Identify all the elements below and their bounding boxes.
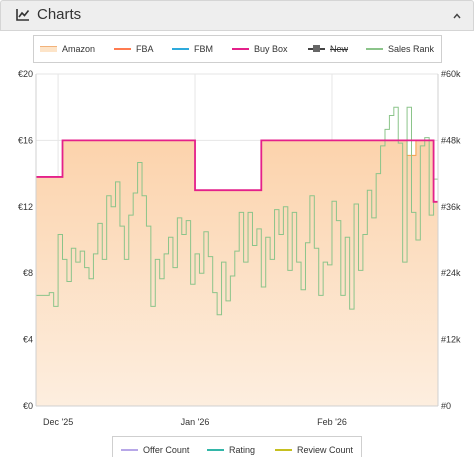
y-left-tick-label: €16 xyxy=(18,135,33,145)
y-left-tick-label: €0 xyxy=(23,401,33,411)
legend-item-fba[interactable]: FBA xyxy=(114,44,154,54)
panel-title: Charts xyxy=(37,6,82,23)
legend-label-review-count: Review Count xyxy=(297,445,354,455)
legend-item-new[interactable]: New xyxy=(308,44,348,54)
chart-legend: Amazon FBA FBM Buy Box New Sales Rank xyxy=(33,35,442,63)
y-right-tick-label: #36k xyxy=(441,202,461,212)
legend-label-rating: Rating xyxy=(229,445,256,455)
legend-label-fba: FBA xyxy=(136,44,154,54)
y-left-tick-label: €12 xyxy=(18,202,33,212)
legend-item-sales-rank[interactable]: Sales Rank xyxy=(366,44,434,54)
y-left-tick-label: €20 xyxy=(18,69,33,79)
y-right-tick-label: #12k xyxy=(441,335,461,345)
legend-item-offer-count[interactable]: Offer Count xyxy=(121,445,189,455)
buy-box-line[interactable] xyxy=(36,139,438,203)
legend-label-offer-count: Offer Count xyxy=(143,445,190,455)
chevron-up-icon[interactable] xyxy=(452,8,462,26)
legend-item-fbm[interactable]: FBM xyxy=(172,44,213,54)
legend-label-buy-box: Buy Box xyxy=(254,44,288,54)
y-right-tick-label: #24k xyxy=(441,268,461,278)
amazon-price-area xyxy=(36,140,438,406)
y-right-tick-label: #0 xyxy=(441,401,451,411)
amazon-swatch xyxy=(40,45,57,52)
legend-item-amazon[interactable]: Amazon xyxy=(40,44,95,54)
legend-label-sales-rank: Sales Rank xyxy=(388,44,435,54)
y-left-tick-label: €8 xyxy=(23,268,33,278)
legend-label-fbm: FBM xyxy=(194,44,213,54)
new-marker-swatch xyxy=(308,44,325,52)
x-tick-label: Feb '26 xyxy=(317,417,347,427)
legend-label-new: New xyxy=(330,44,349,54)
charts-panel-header[interactable]: Charts xyxy=(0,0,474,31)
sales-rank-swatch xyxy=(366,47,383,50)
y-right-tick-label: #60k xyxy=(441,69,461,79)
legend-item-rating[interactable]: Rating xyxy=(207,445,255,455)
y-right-tick-label: #48k xyxy=(441,135,461,145)
buy-box-swatch xyxy=(232,47,249,50)
legend-item-review-count[interactable]: Review Count xyxy=(275,445,353,455)
legend-label-amazon: Amazon xyxy=(62,44,96,54)
legend-item-buy-box[interactable]: Buy Box xyxy=(232,44,288,54)
x-tick-label: Dec '25 xyxy=(43,417,73,427)
y-left-tick-label: €4 xyxy=(23,335,33,345)
secondary-legend: Offer Count Rating Review Count xyxy=(112,436,362,457)
fbm-swatch xyxy=(172,47,189,50)
fba-swatch xyxy=(114,47,131,50)
x-tick-label: Jan '26 xyxy=(181,417,210,427)
chart-line-icon xyxy=(16,8,30,26)
sales-rank-line[interactable] xyxy=(36,106,438,316)
